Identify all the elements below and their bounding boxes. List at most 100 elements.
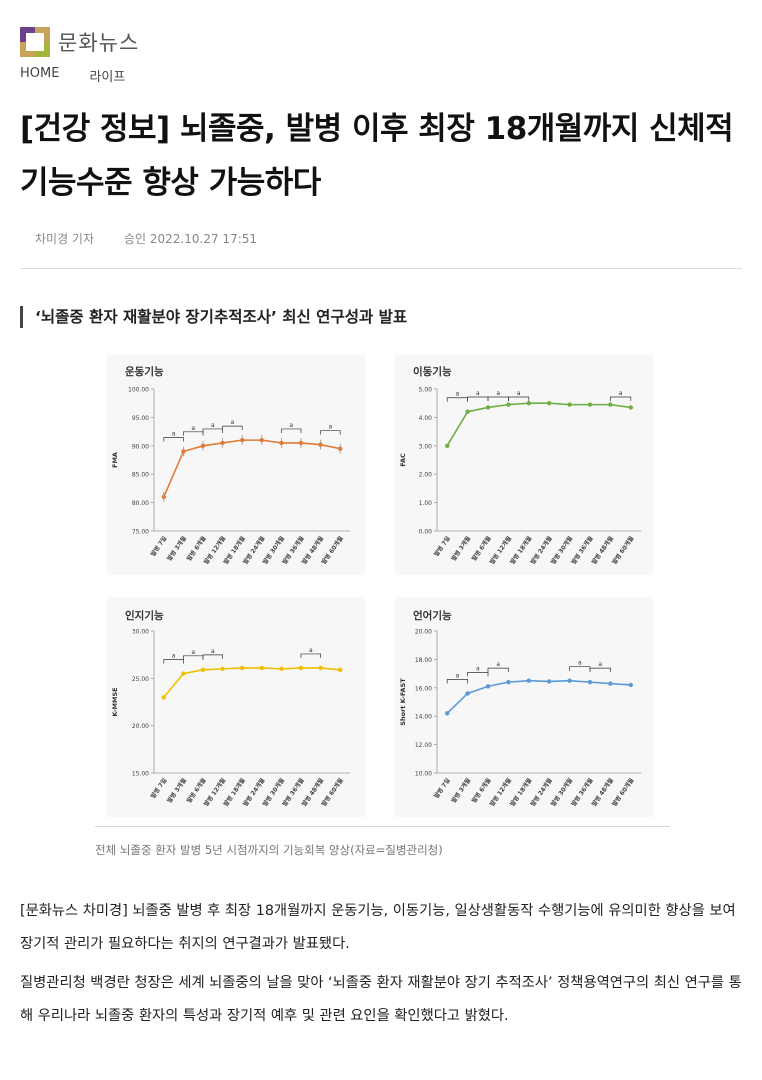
breadcrumb: HOME 라이프 (20, 66, 155, 85)
data-point (628, 682, 633, 688)
chart-background (395, 597, 653, 817)
data-point (200, 443, 206, 448)
y-tick-label: 80.00 (132, 500, 149, 507)
y-tick-label: 20.00 (132, 723, 149, 730)
data-point (338, 667, 343, 673)
article-paragraph: 질병관리청 백경란 청장은 세계 뇌졸중의 날을 맞아 ‘뇌졸중 환자 재활분야… (20, 975, 742, 1024)
data-point (279, 440, 284, 446)
significance-label: a (309, 647, 313, 654)
significance-label: a (456, 672, 460, 679)
data-point (526, 401, 531, 406)
data-point (220, 666, 225, 672)
header-divider (20, 268, 742, 269)
significance-label: a (289, 422, 293, 429)
data-point (628, 405, 633, 410)
significance-label: a (476, 665, 480, 672)
article-paragraph: [문화뉴스 차미경] 뇌졸중 발병 후 최장 18개월까지 운동기능, 이동기능… (20, 903, 736, 952)
approved-timestamp: 승인 2022.10.27 17:51 (124, 232, 258, 246)
significance-label: a (496, 661, 500, 668)
series-line (446, 679, 631, 714)
y-axis-label: FAC (399, 453, 407, 467)
significance-label: a (598, 661, 602, 668)
figure-caption: 전체 뇌졸중 환자 발병 5년 시점까지의 기능회복 양상(자료=질병관리청) (95, 843, 443, 857)
data-point (465, 691, 470, 696)
significance-bracket (487, 667, 509, 673)
data-point (240, 437, 245, 443)
y-tick-label: 20.00 (415, 629, 432, 636)
significance-label: a (619, 390, 623, 397)
data-point (445, 443, 450, 448)
article-figure: 운동기능 75.00 80.00 85.00 90.00 95.00 100.00 FMA 발병… (107, 355, 653, 817)
significance-bracket (202, 654, 223, 659)
breadcrumb-section[interactable]: 라이프 (89, 70, 126, 85)
data-point (587, 679, 593, 685)
significance-bracket (589, 667, 611, 673)
y-tick-label: 95.00 (132, 415, 149, 422)
data-point (506, 679, 511, 685)
data-point (547, 679, 552, 684)
series-line (163, 667, 341, 698)
data-point (200, 667, 206, 673)
data-point (567, 678, 572, 683)
significance-bracket (202, 428, 223, 433)
y-tick-label: 15.00 (132, 771, 149, 778)
significance-label: a (329, 424, 333, 431)
chart-title: 이동기능 (413, 365, 452, 378)
data-point (279, 666, 284, 672)
significance-label: a (172, 430, 176, 437)
chart-title: 언어기능 (413, 609, 452, 622)
significance-bracket (446, 679, 468, 684)
data-point (318, 442, 323, 447)
y-tick-label: 1.00 (419, 500, 433, 507)
reporter-name[interactable]: 차미경 기자 (35, 232, 95, 246)
significance-label: a (476, 390, 480, 397)
chart-background (395, 355, 653, 575)
data-point (526, 678, 531, 683)
function-recovery-charts: 운동기능75.0080.0085.0090.0095.00100.00FMA발병… (107, 355, 653, 817)
chart-title: 인지기능 (125, 609, 164, 622)
significance-label: a (231, 419, 235, 426)
site-logo[interactable]: 문화뉴스 (20, 27, 139, 57)
data-point (298, 665, 304, 671)
significance-bracket (163, 437, 184, 442)
y-tick-label: 5.00 (419, 387, 433, 394)
y-tick-label: 2.00 (419, 472, 433, 479)
data-point (259, 437, 264, 443)
significance-bracket (610, 396, 632, 401)
data-point (161, 494, 166, 500)
significance-label: a (191, 425, 195, 432)
significance-label: a (211, 422, 215, 429)
chart-background (107, 597, 365, 817)
caption-divider (95, 826, 670, 827)
data-point (485, 684, 491, 689)
y-tick-label: 10.00 (415, 771, 432, 778)
chart-title: 운동기능 (125, 365, 164, 378)
y-tick-label: 3.00 (419, 443, 433, 450)
y-tick-label: 90.00 (132, 443, 149, 450)
data-point (506, 402, 511, 407)
data-point (161, 695, 166, 700)
y-tick-label: 16.00 (415, 685, 432, 692)
y-tick-label: 4.00 (419, 415, 433, 422)
data-point (587, 402, 593, 407)
significance-bracket (281, 428, 302, 433)
y-tick-label: 75.00 (132, 529, 149, 536)
data-point (220, 440, 225, 446)
significance-bracket (467, 672, 489, 677)
data-point (338, 446, 343, 451)
data-point (181, 671, 186, 676)
breadcrumb-home[interactable]: HOME (20, 66, 60, 81)
data-point (608, 402, 613, 407)
y-tick-label: 30.00 (132, 629, 149, 636)
y-tick-label: 25.00 (132, 676, 149, 683)
chart-panel: 운동기능75.0080.0085.0090.0095.00100.00FMA발병… (107, 355, 365, 575)
data-point (485, 405, 491, 410)
y-axis-label: FMA (111, 452, 119, 468)
y-axis-label: Short K-FAST (399, 678, 407, 726)
data-point (608, 681, 613, 686)
significance-label: a (496, 390, 500, 397)
significance-bracket (508, 396, 530, 401)
data-point (567, 402, 572, 407)
data-point (240, 665, 245, 671)
